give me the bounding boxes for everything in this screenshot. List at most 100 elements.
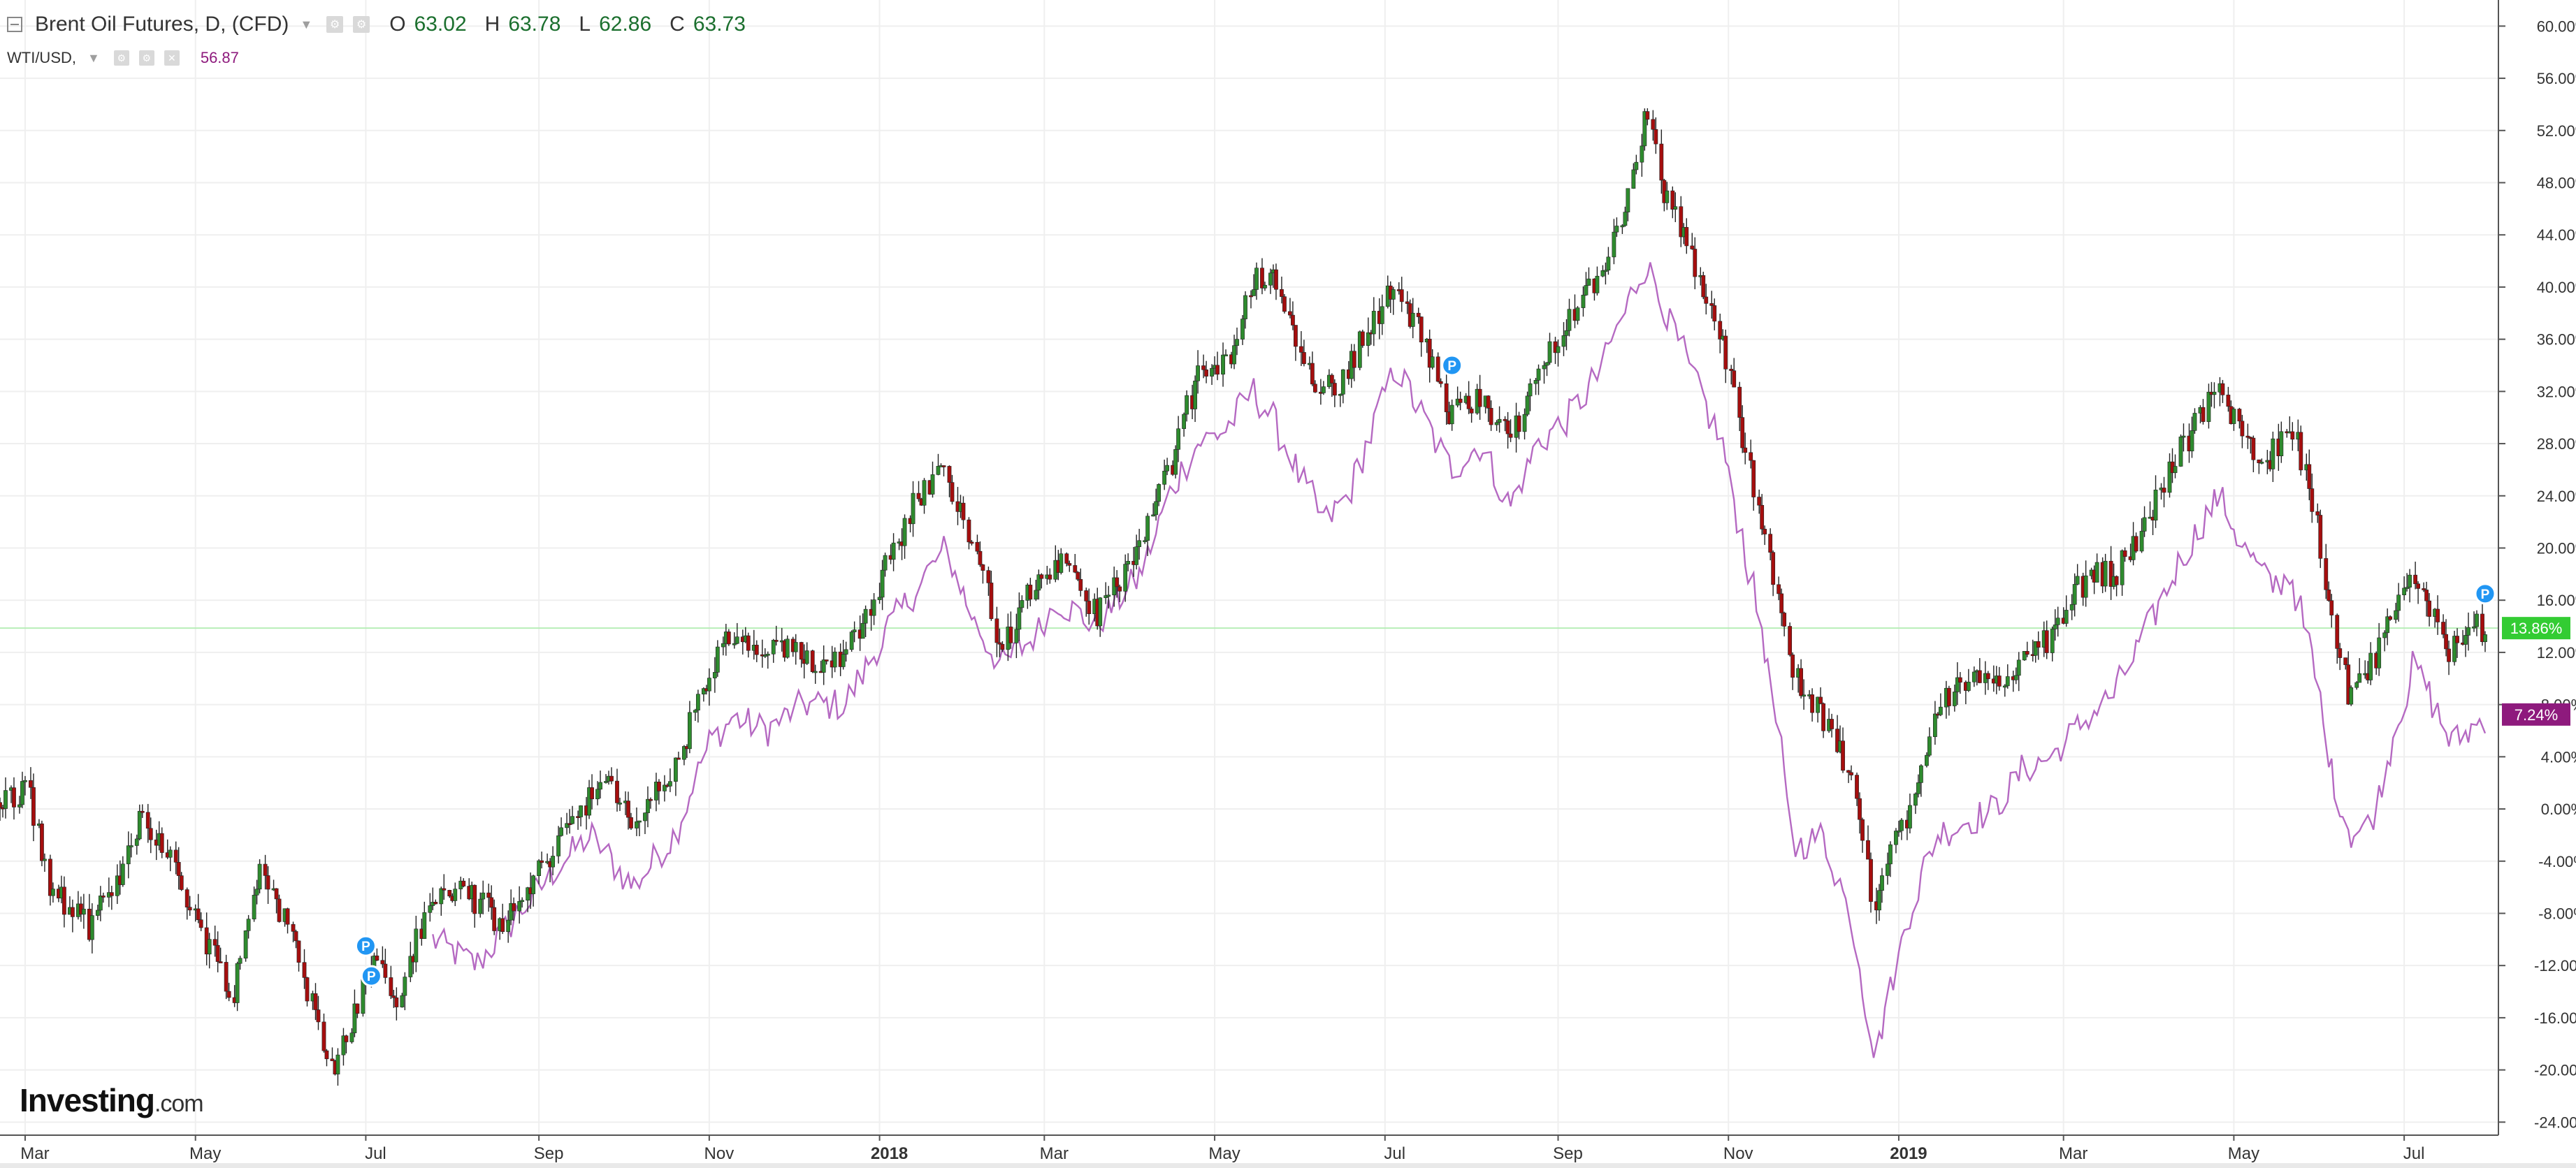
candle-body-up (17, 804, 22, 808)
candlestick (1215, 351, 1220, 381)
candle-body-up (2053, 625, 2057, 629)
candlestick (1371, 297, 1376, 346)
candlestick (2237, 407, 2242, 429)
gear-icon[interactable]: ⚙ (138, 50, 154, 66)
candlestick (1932, 701, 1937, 745)
candlestick (1282, 293, 1287, 314)
candle-body-up (2271, 438, 2275, 469)
gear-icon[interactable]: ⚙ (353, 16, 370, 33)
candlestick (1743, 432, 1748, 465)
candlestick (654, 773, 658, 812)
candlestick (2122, 547, 2127, 562)
candle-body-down (1693, 249, 1698, 277)
candlestick (1360, 329, 1365, 348)
candle-body-up (341, 1035, 346, 1056)
bottom-scrollbar[interactable] (0, 1163, 2576, 1168)
candle-body-down (433, 902, 438, 905)
candle-body-up (453, 889, 458, 901)
candlestick (2245, 423, 2250, 449)
candlestick (2472, 611, 2476, 632)
settings-icon[interactable]: ⚙ (326, 16, 344, 33)
candle-body-up (2396, 594, 2401, 611)
candlestick (1985, 671, 1990, 690)
candle-body-down (2447, 648, 2451, 662)
candlestick (2142, 506, 2147, 537)
candlestick (981, 564, 985, 584)
candlestick (2310, 473, 2315, 523)
candlestick (2002, 684, 2007, 697)
candle-body-up (439, 888, 444, 905)
candle-body-up (1098, 597, 1103, 627)
candlestick (936, 453, 941, 476)
candlestick (1561, 322, 1566, 356)
candlestick (1779, 588, 1784, 627)
candlestick (212, 925, 217, 957)
candle-body-up (922, 480, 927, 506)
candlestick (2463, 626, 2468, 657)
chevron-down-icon[interactable]: ▼ (300, 17, 313, 31)
candlestick (148, 817, 153, 854)
marker-circle[interactable] (354, 935, 377, 957)
candlestick (1321, 381, 1326, 395)
candle-body-up (168, 849, 173, 858)
x-tick-label: Jul (2403, 1144, 2425, 1163)
candle-body-down (391, 995, 396, 998)
candlestick (567, 809, 572, 834)
candle-body-up (732, 643, 737, 645)
candlestick (263, 854, 268, 890)
candle-body-down (61, 886, 66, 915)
candle-body-down (184, 889, 189, 907)
candlestick (1567, 298, 1572, 337)
collapse-icon[interactable] (7, 17, 22, 32)
candle-body-up (1908, 805, 1912, 828)
candlestick (2368, 642, 2373, 685)
candlestick (1640, 133, 1644, 177)
candlestick (1039, 573, 1044, 589)
marker-circle[interactable] (1441, 354, 1463, 377)
candle-body-up (2354, 682, 2359, 688)
candle-body-up (1919, 765, 1923, 783)
candlestick (961, 496, 966, 529)
event-marker[interactable]: P (354, 935, 377, 957)
candle-body-down (2343, 657, 2348, 665)
candlestick (29, 767, 33, 799)
event-marker[interactable]: P (1441, 354, 1463, 377)
settings-icon[interactable]: ⚙ (113, 50, 129, 66)
candle-body-up (243, 930, 248, 959)
candle-body-up (2402, 587, 2407, 596)
event-marker[interactable]: P (360, 965, 382, 987)
candle-body-down (1818, 696, 1823, 704)
candle-body-up (1528, 383, 1533, 397)
candlestick (184, 887, 189, 920)
marker-circle[interactable] (360, 965, 382, 987)
candle-body-up (481, 892, 486, 900)
candle-body-down (676, 757, 681, 760)
logo-suffix: .com (154, 1090, 204, 1117)
candle-body-up (1497, 418, 1502, 423)
candlestick (95, 905, 100, 921)
candle-body-down (302, 962, 307, 978)
candle-body-up (428, 905, 433, 913)
chevron-down-icon[interactable]: ▼ (87, 50, 100, 65)
candle-body-up (1932, 713, 1937, 737)
candlestick (389, 965, 393, 1000)
candlestick (1299, 330, 1303, 366)
event-marker[interactable]: P (2474, 583, 2496, 605)
candlestick (257, 859, 262, 893)
grid-layer (0, 0, 2498, 1135)
candlestick (243, 930, 248, 962)
candlestick (1503, 416, 1507, 432)
candle-body-down (2388, 616, 2393, 620)
candlestick (506, 910, 511, 943)
candlestick (335, 1048, 340, 1086)
candlestick (512, 897, 516, 921)
candlestick (579, 805, 583, 826)
candlestick (3, 777, 8, 819)
candlestick (1340, 369, 1345, 404)
marker-circle[interactable] (2474, 583, 2496, 605)
close-icon[interactable]: ✕ (164, 50, 180, 66)
candle-body-down (2315, 511, 2320, 516)
